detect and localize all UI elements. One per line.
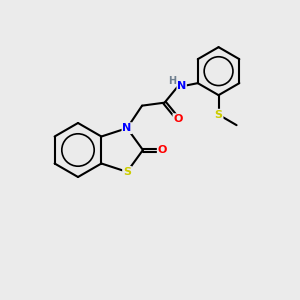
Text: N: N	[122, 123, 132, 133]
Text: S: S	[123, 167, 131, 177]
Text: O: O	[173, 114, 183, 124]
Text: S: S	[214, 110, 223, 120]
Text: N: N	[177, 81, 186, 91]
Text: O: O	[158, 145, 167, 155]
Text: H: H	[169, 76, 177, 86]
